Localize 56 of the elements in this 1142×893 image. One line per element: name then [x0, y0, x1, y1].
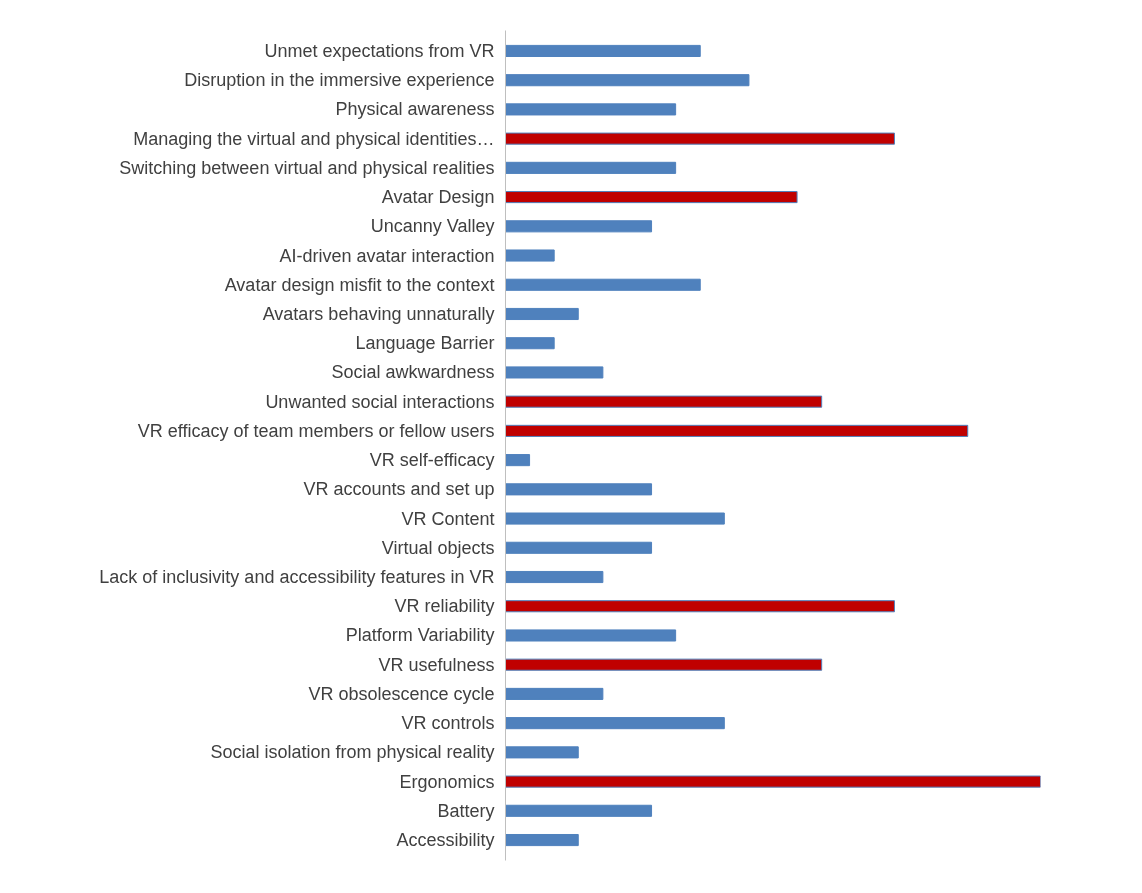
y-tick-label: VR accounts and set up [303, 479, 495, 500]
bar [505, 570, 604, 584]
bar [505, 746, 579, 759]
bar [505, 629, 677, 642]
y-tick-label: VR controls [401, 713, 495, 734]
bar [505, 103, 677, 116]
bar [505, 483, 653, 496]
y-tick-label: VR self-efficacy [369, 450, 495, 471]
bar [505, 366, 604, 379]
y-tick-label: VR efficacy of team members or fellow users [137, 420, 495, 441]
bar [505, 337, 555, 350]
y-tick-label: Ergonomics [399, 771, 495, 792]
y-tick-label: VR reliability [394, 596, 495, 617]
y-tick-label: AI-driven avatar interaction [279, 245, 495, 266]
y-tick-label: VR usefulness [378, 654, 495, 675]
y-tick-label: Unwanted social interactions [265, 391, 495, 412]
bar [505, 191, 798, 204]
bar [505, 775, 1041, 788]
bar [505, 395, 823, 408]
y-tick-label: VR Content [401, 508, 495, 529]
bar [505, 132, 895, 145]
y-tick-label: Virtual objects [381, 537, 495, 558]
y-tick-label: Social awkwardness [331, 362, 495, 383]
bar [505, 161, 677, 174]
bar [505, 658, 823, 671]
bar [505, 687, 604, 700]
bar [505, 512, 725, 525]
bar [505, 600, 895, 613]
bar [505, 44, 701, 58]
bar [505, 541, 653, 554]
bar [505, 424, 969, 437]
y-tick-label: Managing the virtual and physical identities… [133, 128, 495, 149]
y-tick-label: Disruption in the immersive experience [184, 70, 495, 91]
bar [505, 307, 579, 321]
bar [505, 220, 653, 233]
y-tick-label: Avatar design misfit to the context [224, 274, 495, 295]
bar [505, 717, 725, 730]
y-tick-label: Avatars behaving unnaturally [262, 303, 495, 324]
y-tick-label: Physical awareness [335, 99, 495, 120]
y-tick-label: Language Barrier [355, 333, 495, 354]
y-tick-label: Avatar Design [381, 187, 495, 208]
y-tick-label: Accessibility [396, 830, 495, 851]
bar [505, 833, 579, 847]
y-tick-label: Unmet expectations from VR [264, 40, 495, 61]
y-tick-label: VR obsolescence cycle [308, 683, 495, 704]
y-tick-label: Lack of inclusivity and accessibility features in VR [99, 567, 495, 588]
bar [505, 278, 701, 291]
bar [505, 454, 531, 467]
bar [505, 249, 555, 262]
y-tick-label: Platform Variability [345, 625, 495, 646]
y-tick-label: Battery [437, 800, 495, 821]
bar [505, 804, 653, 817]
bar [505, 74, 750, 87]
y-tick-label: Uncanny Valley [370, 216, 495, 237]
y-tick-label: Social isolation from physical reality [210, 742, 495, 763]
y-tick-label: Switching between virtual and physical realities [119, 157, 495, 178]
